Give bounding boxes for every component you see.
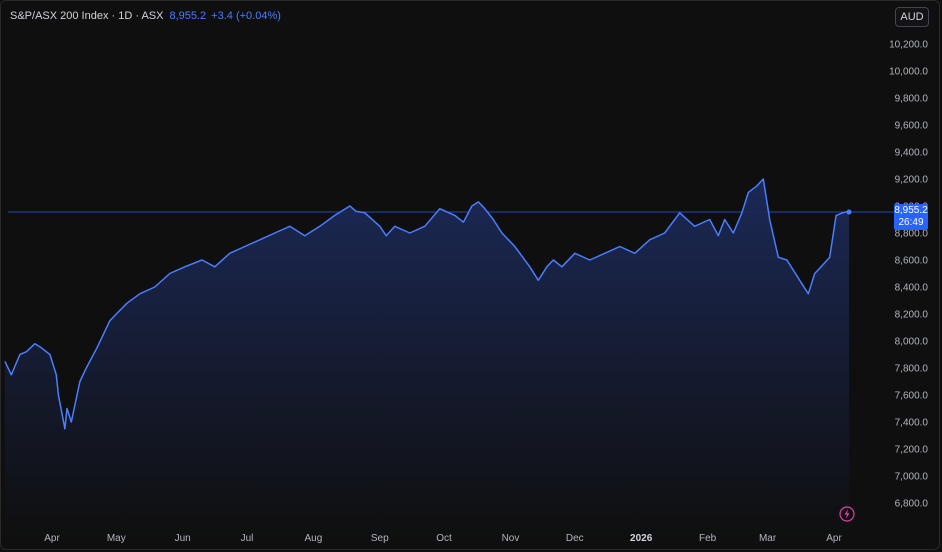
y-tick-label: 8,000.0 bbox=[895, 337, 929, 348]
y-tick-label: 7,800.0 bbox=[895, 364, 929, 375]
price-tag-value: 8,955.2 bbox=[894, 205, 928, 217]
x-tick-label: May bbox=[107, 533, 126, 544]
x-tick-label: Jun bbox=[175, 533, 191, 544]
x-tick-label: Apr bbox=[826, 533, 842, 544]
x-tick-label: Dec bbox=[566, 533, 584, 544]
last-price-value: 8,955.2 bbox=[169, 10, 207, 22]
flash-icon[interactable] bbox=[839, 506, 855, 522]
price-tag-countdown: 26:49 bbox=[898, 217, 924, 229]
x-tick-label: Sep bbox=[371, 533, 389, 544]
y-tick-label: 6,800.0 bbox=[895, 499, 929, 510]
y-tick-label: 7,200.0 bbox=[895, 445, 929, 456]
price-change: +3.4 (+0.04%) bbox=[211, 10, 281, 22]
last-price-dot bbox=[846, 209, 852, 215]
last-price-tag: 8,955.2 26:49 bbox=[894, 204, 928, 231]
x-tick-label: Feb bbox=[699, 533, 717, 544]
price-line bbox=[4, 178, 850, 430]
x-tick-label: Mar bbox=[759, 533, 777, 544]
y-tick-label: 8,200.0 bbox=[895, 310, 929, 321]
y-tick-label: 7,400.0 bbox=[895, 418, 929, 429]
y-tick-label: 9,200.0 bbox=[895, 175, 929, 186]
y-tick-label: 9,400.0 bbox=[895, 148, 929, 159]
y-tick-label: 10,000.0 bbox=[889, 67, 928, 78]
y-tick-label: 9,800.0 bbox=[895, 94, 929, 105]
x-tick-label: 2026 bbox=[630, 533, 653, 544]
x-tick-label: Apr bbox=[44, 533, 60, 544]
y-tick-label: 9,600.0 bbox=[895, 121, 929, 132]
y-tick-label: 7,000.0 bbox=[895, 472, 929, 483]
y-tick-label: 8,400.0 bbox=[895, 283, 929, 294]
y-tick-label: 8,800.0 bbox=[895, 229, 929, 240]
currency-button[interactable]: AUD bbox=[895, 7, 929, 27]
y-tick-label: 10,200.0 bbox=[889, 40, 928, 51]
y-tick-label: 8,600.0 bbox=[895, 256, 929, 267]
x-tick-label: Jul bbox=[241, 533, 254, 544]
price-area bbox=[4, 179, 849, 540]
x-tick-label: Nov bbox=[502, 533, 520, 544]
symbol-title: S&P/ASX 200 Index · 1D · ASX bbox=[10, 10, 164, 22]
x-tick-label: Oct bbox=[436, 533, 452, 544]
x-tick-label: Aug bbox=[304, 533, 322, 544]
y-tick-label: 7,600.0 bbox=[895, 391, 929, 402]
symbol-legend[interactable]: S&P/ASX 200 Index · 1D · ASX 8,955.2 +3.4 … bbox=[10, 10, 281, 22]
